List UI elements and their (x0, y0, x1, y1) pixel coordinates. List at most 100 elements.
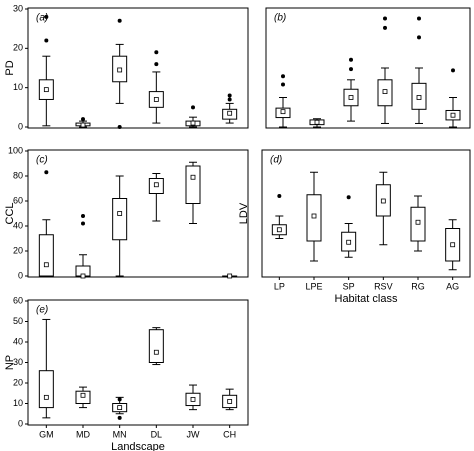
median-marker (190, 120, 196, 126)
x-tick-label: LPE (305, 281, 322, 291)
y-axis-label: LDV (238, 202, 250, 224)
median-marker (227, 399, 233, 404)
plot-frame (27, 299, 249, 426)
median-marker (153, 349, 159, 355)
y-axis-label: CCL (4, 202, 16, 224)
plot-frame (27, 7, 249, 129)
outlier (417, 16, 421, 21)
y-tick-label: 40 (13, 336, 23, 346)
outlier (451, 68, 455, 73)
x-tick-label: SP (343, 281, 355, 291)
median-marker (450, 112, 456, 118)
plot-frame (261, 149, 471, 278)
y-tick-label: 20 (13, 245, 23, 255)
median-marker (117, 405, 123, 411)
y-axis-label: PD (4, 60, 16, 75)
median-marker (382, 89, 388, 94)
median-marker (190, 396, 196, 402)
x-axis-label: Habitat class (335, 293, 398, 305)
outlier (281, 82, 285, 87)
median-marker (380, 198, 386, 204)
x-tick-label: DL (151, 429, 163, 439)
outlier (349, 57, 353, 62)
outlier (44, 14, 49, 19)
y-tick-label: 20 (13, 377, 23, 387)
outlier (227, 93, 232, 98)
panel-label: (c) (36, 155, 48, 166)
outlier (117, 18, 122, 23)
panel-label: (a) (36, 13, 48, 24)
outlier (281, 74, 285, 79)
panel-label: (e) (36, 305, 48, 316)
outlier (154, 62, 159, 67)
x-tick-label: RSV (374, 281, 393, 291)
median-marker (43, 394, 49, 400)
median-marker (276, 227, 282, 233)
outlier (117, 125, 122, 129)
median-marker (450, 242, 456, 248)
box (38, 234, 54, 277)
outlier (417, 35, 421, 40)
median-marker (416, 95, 422, 100)
median-marker (348, 95, 354, 100)
median-marker (153, 182, 159, 188)
outlier (383, 25, 387, 30)
median-marker (346, 239, 352, 245)
box (112, 198, 128, 241)
x-tick-label: GM (39, 429, 54, 439)
outlier (349, 67, 353, 72)
x-tick-label: JW (187, 429, 201, 439)
y-tick-label: 60 (13, 295, 23, 305)
outlier (346, 195, 351, 200)
outlier (81, 221, 85, 226)
box (148, 329, 164, 364)
y-tick-label: 10 (13, 398, 23, 408)
outlier (277, 194, 282, 198)
outlier (44, 170, 49, 175)
median-marker (153, 97, 159, 102)
x-tick-label: CH (223, 429, 236, 439)
y-tick-label: 20 (13, 43, 23, 53)
y-tick-label: 60 (13, 195, 23, 205)
median-marker (43, 262, 49, 268)
outlier (117, 397, 122, 402)
median-marker (227, 273, 233, 279)
y-tick-label: 10 (13, 82, 23, 92)
x-axis-label: Landscape (111, 441, 165, 451)
y-tick-label: 80 (13, 170, 23, 180)
x-tick-label: RG (411, 281, 425, 291)
box (38, 370, 54, 409)
outlier (117, 415, 122, 420)
outlier (191, 105, 195, 110)
y-tick-label: 30 (13, 357, 23, 367)
median-marker (117, 211, 123, 216)
box (185, 165, 201, 204)
y-tick-label: 0 (18, 270, 23, 280)
panel-label: (b) (274, 13, 286, 24)
y-tick-label: 0 (18, 121, 23, 131)
y-tick-label: 100 (8, 145, 23, 155)
y-tick-label: 50 (13, 316, 23, 326)
y-tick-label: 0 (18, 418, 23, 428)
outlier (81, 117, 85, 122)
median-marker (415, 219, 421, 225)
median-marker (80, 122, 86, 128)
x-tick-label: AG (446, 281, 459, 291)
median-marker (190, 174, 196, 180)
plot-frame (27, 149, 249, 278)
median-marker (311, 213, 317, 219)
median-marker (43, 87, 49, 93)
y-axis-label: NP (4, 355, 16, 370)
median-marker (117, 67, 123, 73)
panel-label: (d) (270, 155, 282, 166)
median-marker (80, 392, 86, 398)
x-tick-label: LP (274, 281, 285, 291)
outlier (81, 214, 85, 218)
outlier (44, 38, 49, 43)
x-tick-label: MD (76, 429, 90, 439)
y-tick-label: 30 (13, 3, 23, 13)
median-marker (227, 110, 233, 116)
median-marker (280, 109, 286, 115)
outlier (227, 97, 232, 102)
